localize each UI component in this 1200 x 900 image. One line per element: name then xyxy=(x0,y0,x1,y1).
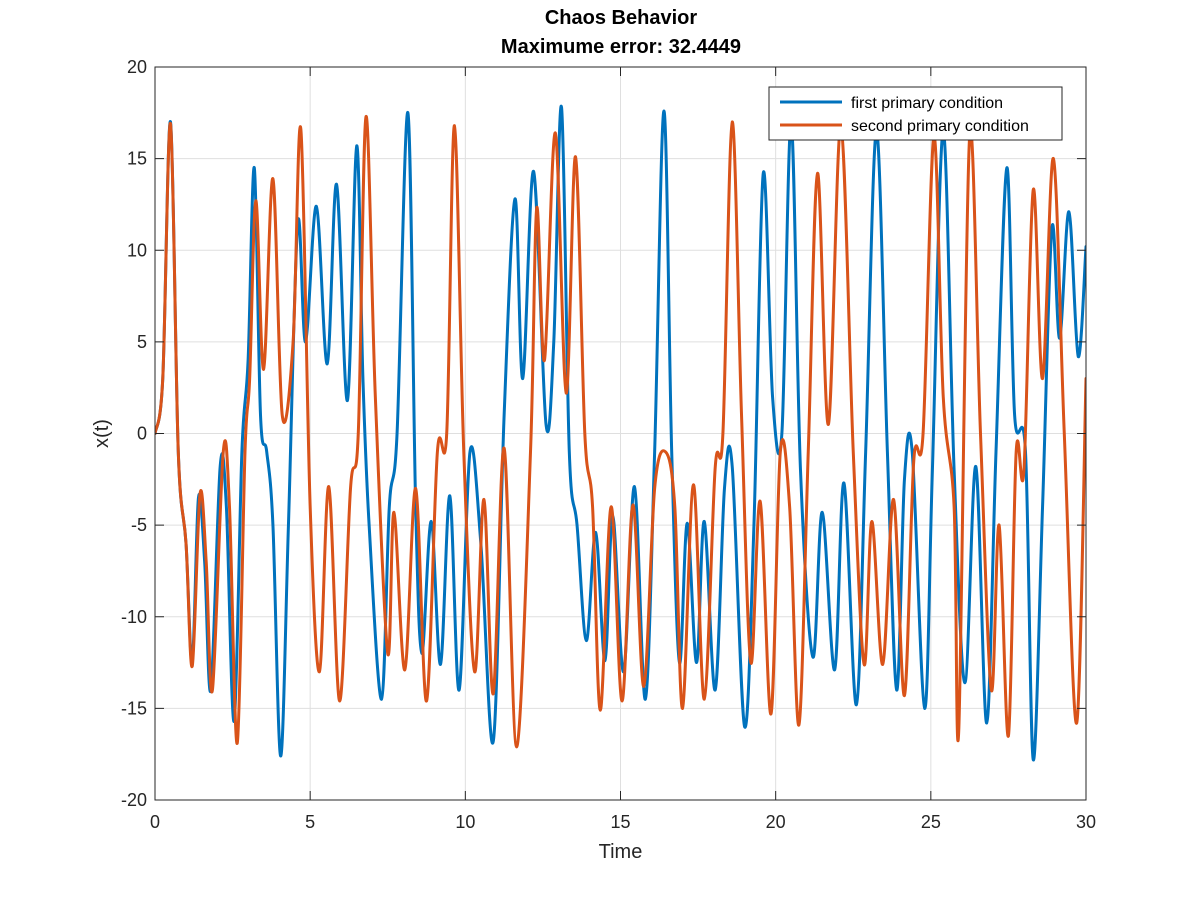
y-tick-label: 5 xyxy=(137,332,147,352)
y-tick-label: 20 xyxy=(127,57,147,77)
legend: first primary condition second primary c… xyxy=(768,86,1063,141)
legend-box xyxy=(768,86,1063,141)
ticks: 0 5 10 15 20 25 30 -20 -15 -10 -5 0 5 10 15 20 xyxy=(121,57,1096,832)
x-tick-label: 30 xyxy=(1076,812,1096,832)
legend-label-series-1: first primary condition xyxy=(851,95,1003,112)
x-tick-label: 10 xyxy=(455,812,475,832)
y-tick-label: -20 xyxy=(121,790,147,810)
y-axis-label: x(t) xyxy=(91,419,113,448)
chart-subtitle: Maximume error: 32.4449 xyxy=(501,36,741,58)
x-tick-label: 5 xyxy=(305,812,315,832)
x-axis-label: Time xyxy=(599,841,643,863)
y-tick-label: 15 xyxy=(127,149,147,169)
series-line-1 xyxy=(155,104,1086,762)
y-tick-label: -5 xyxy=(131,515,147,535)
series-group xyxy=(155,104,1086,762)
x-tick-label: 25 xyxy=(921,812,941,832)
x-tick-label: 15 xyxy=(610,812,630,832)
y-tick-label: 0 xyxy=(137,424,147,444)
series-line-2 xyxy=(155,114,1086,749)
y-tick-label: 10 xyxy=(127,240,147,260)
x-tick-label: 20 xyxy=(766,812,786,832)
y-tick-label: -10 xyxy=(121,607,147,627)
x-tick-label: 0 xyxy=(150,812,160,832)
y-tick-label: -15 xyxy=(121,698,147,718)
legend-label-series-2: second primary condition xyxy=(851,118,1029,135)
chart-title: Chaos Behavior xyxy=(545,7,697,29)
